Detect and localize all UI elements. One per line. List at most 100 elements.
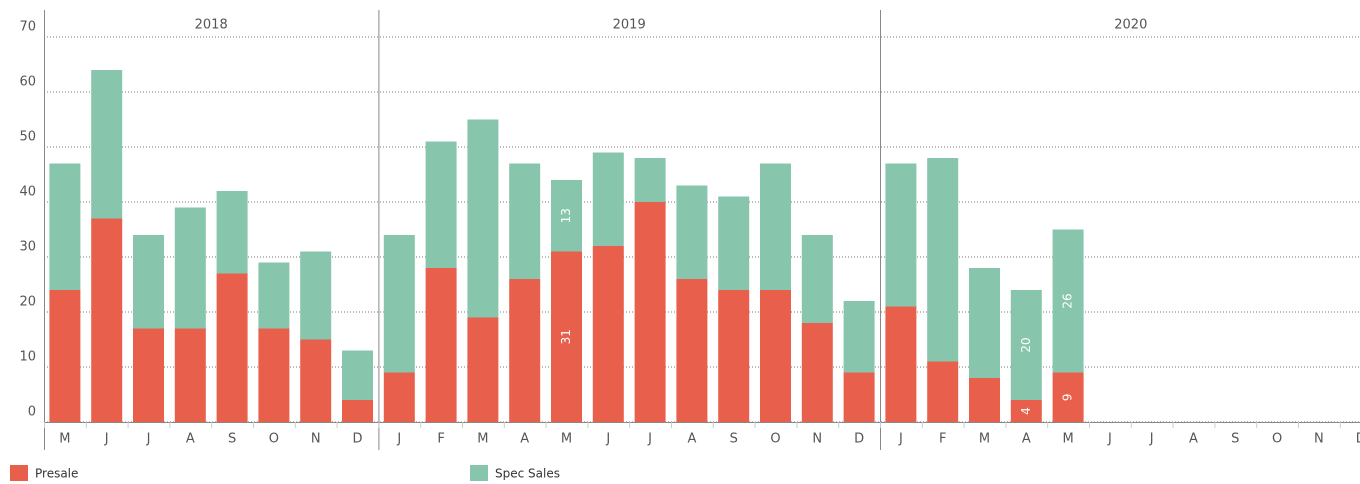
x-tick-label: M bbox=[561, 432, 572, 447]
bar-segment bbox=[969, 268, 1000, 378]
x-tick-label: A bbox=[1189, 432, 1198, 447]
bar-segment bbox=[634, 202, 666, 422]
bar-segment bbox=[551, 180, 582, 252]
value-label: 20 bbox=[1019, 337, 1033, 352]
bar-segment bbox=[676, 185, 708, 279]
bar-segment bbox=[1052, 229, 1084, 373]
bar-segment bbox=[718, 290, 750, 422]
x-tick-label: S bbox=[730, 432, 738, 447]
bar-segment bbox=[927, 158, 959, 362]
bar-segment bbox=[49, 163, 81, 290]
x-tick-label: O bbox=[269, 432, 279, 447]
bar-segment bbox=[760, 290, 791, 422]
x-tick-label: A bbox=[186, 432, 195, 447]
bar-segment bbox=[216, 273, 248, 422]
panel-title: 2019 bbox=[613, 18, 646, 33]
bar-segment bbox=[216, 191, 248, 274]
x-tick-label: J bbox=[647, 432, 652, 447]
x-tick-label: J bbox=[396, 432, 401, 447]
bar-segment bbox=[91, 70, 123, 219]
x-tick-label: N bbox=[812, 432, 822, 447]
y-tick-label: 50 bbox=[19, 130, 36, 145]
bar-segment bbox=[133, 328, 164, 422]
x-tick-label: J bbox=[1149, 432, 1154, 447]
legend-label: Spec Sales bbox=[495, 467, 560, 481]
bar-segment bbox=[1052, 372, 1084, 422]
value-label: 13 bbox=[559, 208, 573, 223]
value-label: 9 bbox=[1061, 393, 1075, 401]
bar-segment bbox=[383, 372, 415, 422]
bar-segment bbox=[425, 141, 457, 268]
bar-segment bbox=[969, 378, 1000, 422]
bar-segment bbox=[300, 339, 332, 422]
bar-segment bbox=[91, 218, 123, 422]
bar-segment bbox=[801, 323, 833, 422]
bar-segment bbox=[551, 251, 582, 422]
x-tick-label: J bbox=[898, 432, 903, 447]
panel-title: 2018 bbox=[195, 18, 228, 33]
x-tick-label: D bbox=[352, 432, 362, 447]
x-tick-label: J bbox=[146, 432, 151, 447]
bar-segment bbox=[342, 350, 373, 400]
bar-segment bbox=[927, 361, 959, 422]
x-tick-label: J bbox=[605, 432, 610, 447]
x-tick-label: N bbox=[1314, 432, 1324, 447]
x-tick-label: J bbox=[1107, 432, 1112, 447]
bar-segment bbox=[174, 207, 206, 329]
x-tick-label: O bbox=[770, 432, 780, 447]
value-label: 4 bbox=[1019, 407, 1033, 415]
bar-segment bbox=[133, 235, 164, 329]
y-tick-label: 60 bbox=[19, 75, 36, 90]
x-tick-label: F bbox=[939, 432, 946, 447]
legend-label: Presale bbox=[35, 467, 78, 481]
x-tick-label: M bbox=[477, 432, 488, 447]
x-tick-label: D bbox=[854, 432, 864, 447]
bar-segment bbox=[1010, 400, 1042, 422]
x-tick-label: S bbox=[228, 432, 236, 447]
x-tick-label: F bbox=[437, 432, 444, 447]
bar-segment bbox=[885, 306, 917, 422]
y-tick-label: 70 bbox=[19, 20, 36, 35]
bar-segment bbox=[258, 328, 290, 422]
x-tick-label: A bbox=[1022, 432, 1031, 447]
bar-segment bbox=[634, 158, 666, 202]
y-tick-label: 10 bbox=[19, 350, 36, 365]
legend-swatch bbox=[10, 465, 28, 481]
x-tick-label: D bbox=[1356, 432, 1360, 447]
value-label: 26 bbox=[1061, 293, 1075, 308]
y-tick-label: 40 bbox=[19, 185, 36, 200]
y-tick-label: 0 bbox=[28, 405, 36, 420]
x-tick-label: M bbox=[1062, 432, 1073, 447]
bar-segment bbox=[843, 372, 875, 422]
bar-segment bbox=[885, 163, 917, 307]
x-tick-label: A bbox=[520, 432, 529, 447]
bar-segment bbox=[174, 328, 206, 422]
value-label: 31 bbox=[559, 329, 573, 344]
bar-segment bbox=[592, 152, 624, 246]
x-tick-label: S bbox=[1231, 432, 1239, 447]
bar-segment bbox=[342, 400, 373, 422]
bar-segment bbox=[676, 279, 708, 422]
x-tick-label: A bbox=[687, 432, 696, 447]
bar-segment bbox=[509, 279, 541, 422]
x-tick-label: N bbox=[311, 432, 321, 447]
bar-segment bbox=[258, 262, 290, 329]
bar-segment bbox=[467, 119, 499, 318]
legend-swatch bbox=[470, 465, 488, 481]
bar-segment bbox=[592, 246, 624, 422]
bar-segment bbox=[509, 163, 541, 279]
bar-segment bbox=[801, 235, 833, 323]
panel-title: 2020 bbox=[1114, 18, 1147, 33]
y-tick-label: 20 bbox=[19, 295, 36, 310]
bar-segment bbox=[718, 196, 750, 290]
bar-segment bbox=[760, 163, 791, 290]
bar-segment bbox=[467, 317, 499, 422]
bar-segment bbox=[843, 301, 875, 373]
x-tick-label: O bbox=[1272, 432, 1282, 447]
y-tick-label: 30 bbox=[19, 240, 36, 255]
bar-segment bbox=[383, 235, 415, 373]
x-tick-label: M bbox=[59, 432, 70, 447]
bar-segment bbox=[300, 251, 332, 340]
bar-segment bbox=[425, 268, 457, 422]
